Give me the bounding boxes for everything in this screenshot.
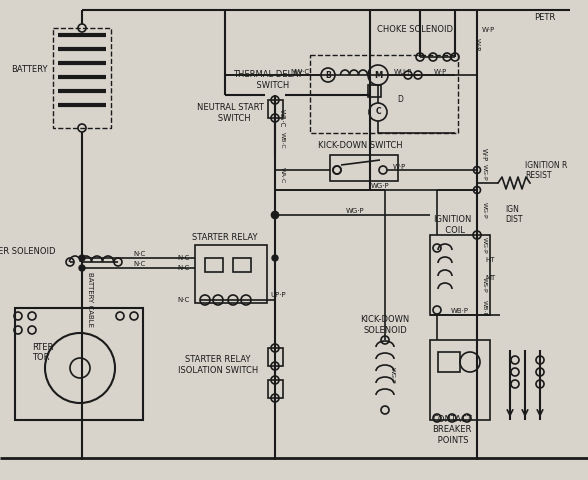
Text: CHOKE SOLENOID: CHOKE SOLENOID xyxy=(377,25,453,35)
Text: DIST: DIST xyxy=(505,216,523,225)
Text: IGN: IGN xyxy=(505,205,519,215)
Text: N·C: N·C xyxy=(178,297,190,303)
Circle shape xyxy=(272,212,279,218)
Text: WU·P: WU·P xyxy=(394,69,412,75)
Circle shape xyxy=(79,265,85,271)
Text: STARTER RELAY
ISOLATION SWITCH: STARTER RELAY ISOLATION SWITCH xyxy=(178,355,258,375)
Text: WA·C: WA·C xyxy=(279,167,285,183)
Bar xyxy=(53,28,111,128)
Bar xyxy=(268,100,283,118)
Text: W·P: W·P xyxy=(393,164,406,170)
Text: RESIST: RESIST xyxy=(525,170,552,180)
Bar xyxy=(430,340,490,420)
Text: WB·P: WB·P xyxy=(482,300,486,316)
Text: W·P: W·P xyxy=(433,69,447,75)
Text: BATTERY CABLE: BATTERY CABLE xyxy=(87,273,93,327)
Bar xyxy=(205,258,223,272)
Text: D: D xyxy=(397,96,403,105)
Bar xyxy=(430,235,490,315)
Bar xyxy=(268,380,283,398)
Text: MT: MT xyxy=(485,275,495,281)
Bar xyxy=(310,55,458,133)
Bar xyxy=(438,352,460,372)
Text: N·C: N·C xyxy=(178,265,190,271)
Text: W·P: W·P xyxy=(482,27,495,33)
Text: WG·P: WG·P xyxy=(370,183,389,189)
Text: KICK-DOWN
SOLENOID: KICK-DOWN SOLENOID xyxy=(360,315,410,335)
Text: WG·P: WG·P xyxy=(389,367,395,384)
Text: WG·P: WG·P xyxy=(482,164,486,180)
Text: WG·P: WG·P xyxy=(346,208,365,214)
Text: IGNITION R: IGNITION R xyxy=(525,160,567,169)
Circle shape xyxy=(272,255,278,261)
Text: WS·P: WS·P xyxy=(482,277,486,293)
Text: HT: HT xyxy=(485,257,495,263)
Text: NW·C: NW·C xyxy=(290,69,309,75)
Text: N·C: N·C xyxy=(134,251,146,257)
Text: STARTER RELAY: STARTER RELAY xyxy=(192,233,258,242)
Text: WB·C: WB·C xyxy=(279,132,285,148)
Text: THERMAL DELAY
    SWITCH: THERMAL DELAY SWITCH xyxy=(233,70,303,90)
Bar xyxy=(195,245,267,303)
Text: M: M xyxy=(374,71,382,80)
Text: W·P: W·P xyxy=(481,148,487,162)
Bar xyxy=(268,348,283,366)
Text: RTER: RTER xyxy=(32,344,54,352)
Text: PETR: PETR xyxy=(534,13,556,23)
Text: TOR: TOR xyxy=(32,353,49,362)
Text: N·C: N·C xyxy=(178,255,190,261)
Text: WA·C: WA·C xyxy=(279,109,285,127)
Text: WG·P: WG·P xyxy=(482,237,486,253)
Text: C: C xyxy=(375,108,381,117)
Text: ER SOLENOID: ER SOLENOID xyxy=(0,248,55,256)
Text: KICK-DOWN SWITCH: KICK-DOWN SWITCH xyxy=(318,141,402,149)
Text: NEUTRAL START
   SWITCH: NEUTRAL START SWITCH xyxy=(196,103,263,123)
Bar xyxy=(330,155,398,181)
Text: CONTACT
BREAKER
 POINTS: CONTACT BREAKER POINTS xyxy=(432,415,472,445)
Text: W·P: W·P xyxy=(474,38,480,52)
Bar xyxy=(368,85,381,97)
Bar xyxy=(233,258,251,272)
Text: IGNITION
  COIL: IGNITION COIL xyxy=(433,216,471,235)
Text: WG·P: WG·P xyxy=(482,202,486,218)
Text: WB·P: WB·P xyxy=(451,308,469,314)
Circle shape xyxy=(79,255,85,261)
Text: UP·P: UP·P xyxy=(270,292,286,298)
Text: B: B xyxy=(325,71,331,80)
Text: BATTERY: BATTERY xyxy=(12,65,48,74)
Bar xyxy=(15,308,143,420)
Text: N·C: N·C xyxy=(134,261,146,267)
